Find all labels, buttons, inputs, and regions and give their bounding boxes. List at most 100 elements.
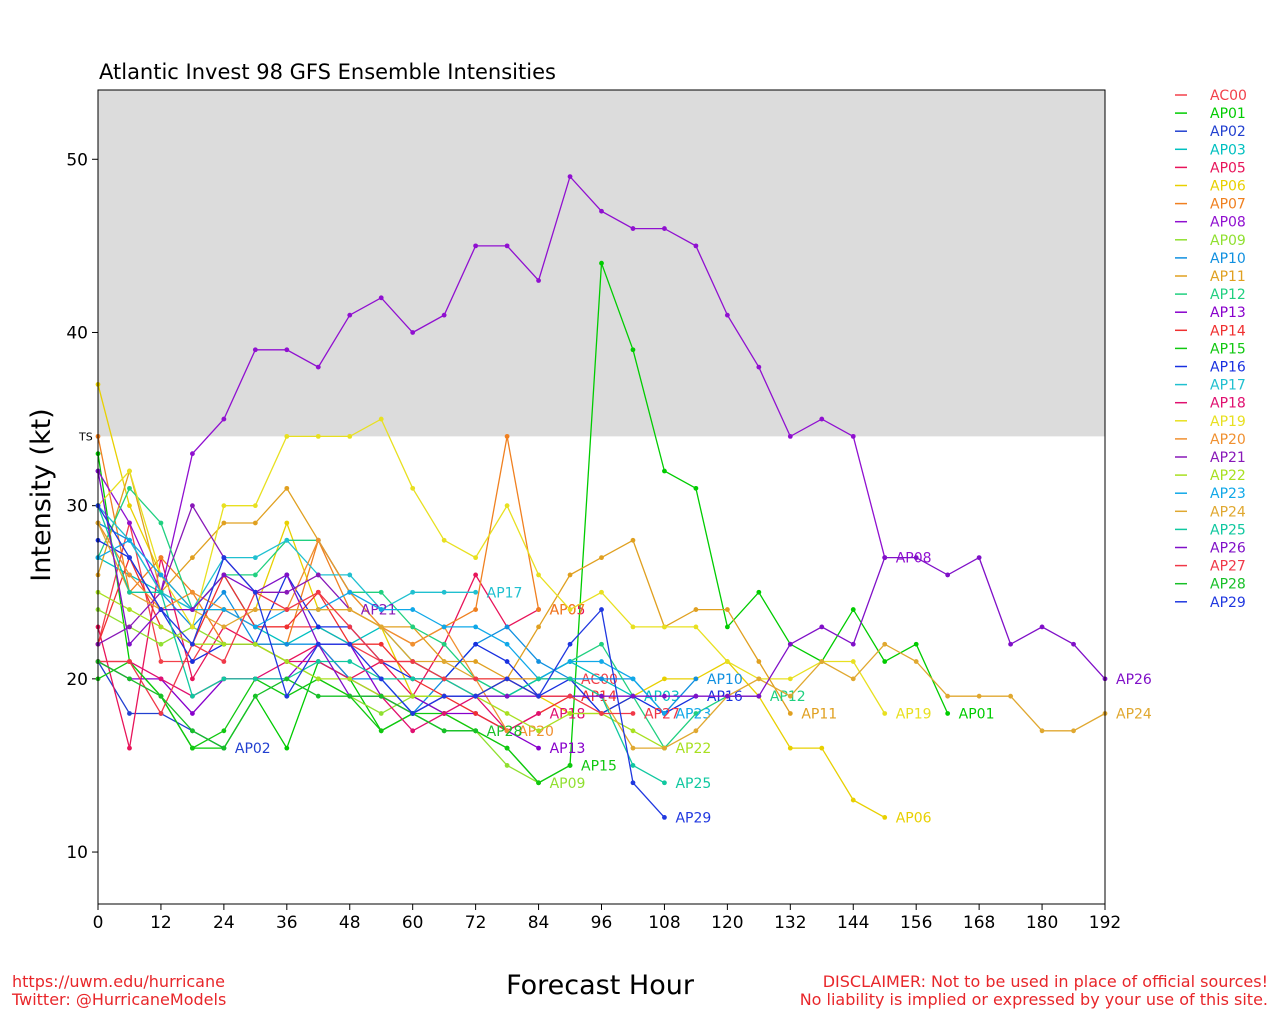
data-point bbox=[315, 624, 321, 630]
data-point bbox=[441, 537, 447, 543]
series-line bbox=[97, 557, 539, 749]
data-point bbox=[127, 607, 132, 612]
data-point bbox=[347, 312, 353, 318]
data-point bbox=[190, 745, 195, 751]
data-point bbox=[882, 659, 888, 664]
footer-left: https://uwm.edu/hurricane Twitter: @Hurr… bbox=[12, 973, 226, 1009]
data-point bbox=[158, 641, 164, 647]
legend-label: AP24 bbox=[1210, 504, 1246, 520]
data-point bbox=[882, 641, 888, 647]
data-point bbox=[976, 693, 982, 699]
data-point bbox=[662, 693, 667, 699]
data-point bbox=[284, 537, 290, 543]
data-point bbox=[567, 572, 573, 578]
data-point bbox=[410, 607, 416, 612]
data-point bbox=[158, 589, 164, 595]
data-point bbox=[441, 676, 447, 682]
ts-threshold-label: TS bbox=[78, 430, 93, 443]
data-point bbox=[284, 745, 290, 751]
data-point bbox=[347, 589, 353, 595]
data-point bbox=[473, 607, 479, 612]
data-point bbox=[252, 641, 258, 647]
series-end-label: AP27 bbox=[644, 706, 680, 722]
series-ap06: AP06 bbox=[95, 382, 932, 826]
x-tick-label: 132 bbox=[774, 913, 806, 933]
series-end-label: AP21 bbox=[361, 603, 397, 619]
data-point bbox=[693, 693, 699, 699]
series-end-label: AP16 bbox=[707, 689, 743, 705]
data-point bbox=[473, 243, 479, 249]
data-point bbox=[190, 503, 195, 509]
data-point bbox=[315, 659, 321, 664]
data-point bbox=[252, 624, 258, 630]
series-end-label: AP11 bbox=[801, 706, 837, 722]
data-point bbox=[1008, 693, 1013, 699]
data-point bbox=[504, 433, 510, 439]
series-line bbox=[97, 522, 508, 732]
data-point bbox=[315, 693, 321, 699]
legend-label: AP28 bbox=[1210, 577, 1246, 593]
legend-item: AP14 bbox=[1175, 323, 1246, 339]
data-point bbox=[567, 763, 573, 768]
x-tick-label: 84 bbox=[528, 913, 550, 933]
legend-label: AP23 bbox=[1210, 486, 1246, 502]
data-point bbox=[724, 624, 730, 630]
data-point bbox=[819, 659, 825, 664]
legend-item: AP02 bbox=[1175, 124, 1246, 140]
data-point bbox=[252, 520, 258, 526]
legend-label: AP12 bbox=[1210, 287, 1246, 303]
data-point bbox=[567, 174, 573, 179]
data-point bbox=[378, 295, 384, 301]
y-axis-label: Intensity (kt) bbox=[26, 408, 57, 581]
legend-item: AP18 bbox=[1175, 396, 1246, 412]
plot-frame bbox=[97, 89, 1106, 905]
series-line bbox=[97, 660, 571, 784]
data-point bbox=[347, 693, 353, 699]
legend-item: AP03 bbox=[1175, 142, 1246, 158]
data-point bbox=[724, 312, 730, 318]
series-end-label: AP24 bbox=[1116, 706, 1152, 722]
x-tick-label: 48 bbox=[339, 913, 361, 933]
y-tick-label: 20 bbox=[66, 670, 88, 690]
legend-item: AP09 bbox=[1175, 233, 1246, 249]
series-end-label: AP25 bbox=[675, 776, 711, 792]
data-point bbox=[756, 676, 762, 682]
data-point bbox=[473, 555, 479, 561]
data-point bbox=[473, 693, 479, 699]
data-point bbox=[536, 780, 541, 786]
series-end-label: AP26 bbox=[1116, 672, 1152, 688]
data-point bbox=[630, 745, 636, 751]
data-point bbox=[630, 693, 636, 699]
data-point bbox=[473, 728, 479, 734]
data-point bbox=[473, 589, 479, 595]
data-point bbox=[221, 589, 227, 595]
data-point bbox=[347, 624, 353, 630]
legend-label: AP15 bbox=[1210, 341, 1246, 357]
y-tick-label: 30 bbox=[66, 497, 88, 517]
series-end-label: AP07 bbox=[550, 603, 586, 619]
data-point bbox=[473, 572, 479, 578]
data-point bbox=[190, 624, 195, 630]
data-point bbox=[410, 711, 416, 716]
data-point bbox=[567, 659, 573, 664]
data-point bbox=[315, 589, 321, 595]
series-end-label: AP12 bbox=[770, 689, 806, 705]
data-point bbox=[945, 572, 951, 578]
data-point bbox=[850, 607, 856, 612]
series-ap09: AP09 bbox=[95, 607, 585, 792]
data-point bbox=[347, 659, 353, 664]
footer-url: https://uwm.edu/hurricane bbox=[12, 972, 225, 991]
data-point bbox=[252, 555, 258, 561]
legend-item: AP12 bbox=[1175, 287, 1246, 303]
legend-label: AP09 bbox=[1210, 233, 1246, 249]
data-point bbox=[315, 641, 321, 647]
series-end-label: AP06 bbox=[896, 810, 932, 826]
series-line bbox=[97, 418, 886, 714]
legend-label: AP14 bbox=[1210, 323, 1246, 339]
data-point bbox=[410, 693, 416, 699]
data-point bbox=[662, 815, 667, 820]
data-point bbox=[127, 572, 132, 578]
data-point bbox=[252, 347, 258, 353]
data-point bbox=[284, 347, 290, 353]
